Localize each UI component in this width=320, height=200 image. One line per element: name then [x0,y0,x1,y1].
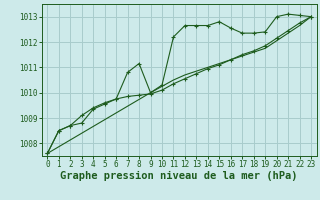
X-axis label: Graphe pression niveau de la mer (hPa): Graphe pression niveau de la mer (hPa) [60,171,298,181]
